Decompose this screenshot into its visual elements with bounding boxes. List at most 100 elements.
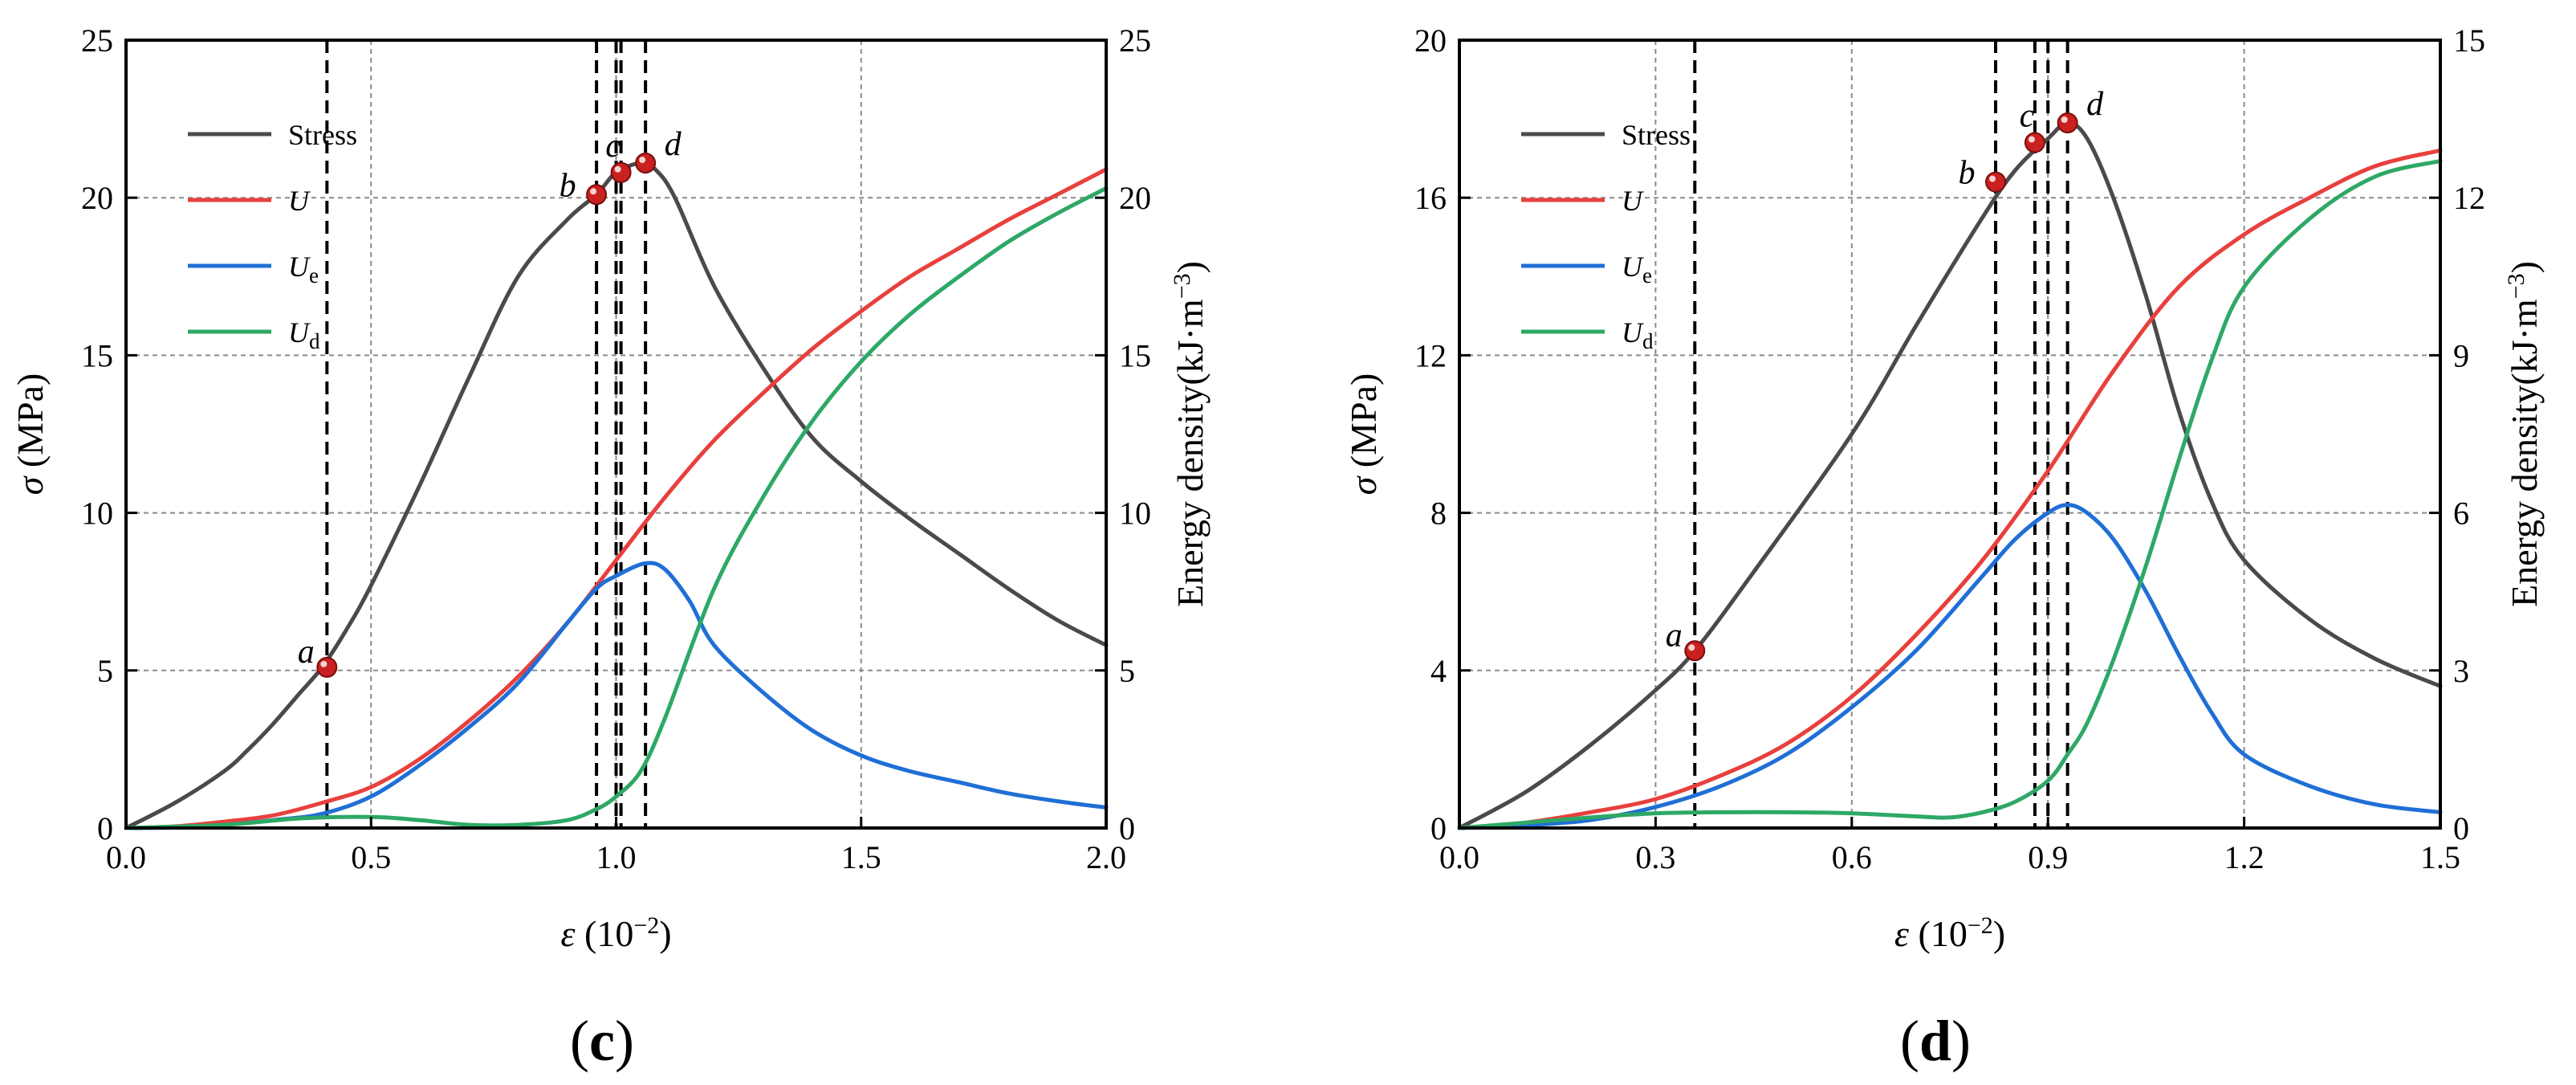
x-axis-label: ε (10−2) (560, 912, 671, 954)
y-right-tick-label: 5 (1119, 653, 1135, 689)
legend-item-u: U (188, 185, 311, 217)
marker-label-b: b (1959, 155, 1976, 192)
y-left-tick-label: 8 (1430, 496, 1447, 532)
legend-label: Ue (288, 251, 319, 288)
y-right-axis-label: Energy density(kJ·m−3) (1169, 261, 1211, 607)
marker-label-c: c (605, 128, 621, 165)
marker-highlight (614, 165, 621, 173)
y-left-axis-label: σ (MPa) (1343, 373, 1384, 496)
y-right-tick-label: 9 (2453, 337, 2469, 373)
x-tick-label: 0.3 (1635, 839, 1675, 875)
y-right-tick-label: 15 (2453, 22, 2485, 59)
x-tick-label: 0.0 (1439, 839, 1479, 875)
legend: Stress U Ue Ud (188, 119, 357, 353)
legend-label: U (288, 185, 311, 217)
x-tick-label: 0.0 (106, 839, 146, 875)
x-axis-label: ε (10−2) (1894, 912, 2005, 954)
marker-label-d: d (2086, 86, 2104, 123)
y-left-tick-label: 15 (81, 337, 113, 373)
series-line-ud (1457, 158, 2443, 830)
legend-item-ud: Ud (1521, 316, 1654, 353)
x-tick-label: 1.0 (596, 839, 637, 875)
x-tick-label: 0.9 (2028, 839, 2068, 875)
legend-item-ud: Ud (188, 316, 320, 353)
y-left-tick-label: 5 (97, 653, 113, 689)
x-tick-label: 0.5 (351, 839, 391, 875)
y-right-tick-label: 15 (1119, 337, 1151, 373)
series-line-u (124, 167, 1109, 830)
y-right-tick-label: 25 (1119, 22, 1151, 59)
y-left-axis-label: σ (MPa) (10, 373, 51, 496)
x-tick-label: 2.0 (1086, 839, 1126, 875)
legend-item-u: U (1521, 185, 1644, 217)
marker-point-a (1684, 640, 1706, 662)
y-left-tick-label: 10 (81, 496, 113, 532)
series-line-stress (1457, 120, 2443, 830)
series-line-ue (1457, 503, 2443, 830)
y-right-tick-label: 6 (2453, 496, 2469, 532)
legend-label: Stress (1622, 119, 1691, 151)
marker-highlight (590, 188, 597, 195)
panel-label: (d) (1900, 1009, 1971, 1073)
marker-label-b: b (560, 167, 576, 204)
marker-highlight (2028, 136, 2035, 143)
legend-item-stress: Stress (188, 119, 357, 151)
y-left-tick-label: 0 (97, 810, 113, 846)
markers: a bc d (298, 126, 682, 678)
y-right-tick-label: 0 (2453, 810, 2469, 846)
x-tick-label: 1.2 (2224, 839, 2265, 875)
legend-label: Ud (1622, 316, 1654, 353)
legend: Stress U Ue Ud (1521, 119, 1691, 353)
series-line-ue (124, 561, 1109, 830)
x-tick-label: 0.6 (1832, 839, 1872, 875)
marker-highlight (2061, 116, 2068, 124)
y-right-axis-label: Energy density(kJ·m−3) (2503, 261, 2545, 607)
grid (1459, 40, 2440, 828)
marker-label-d: d (665, 126, 682, 163)
marker-point-d (2057, 112, 2078, 134)
legend-item-stress: Stress (1521, 119, 1691, 151)
y-left-tick-label: 0 (1430, 810, 1447, 846)
marker-point-c (610, 161, 632, 183)
marker-point-b (1985, 171, 2007, 193)
marker-point-a (316, 656, 338, 678)
plot-frame (1458, 39, 2442, 830)
x-tick-label: 1.5 (2420, 839, 2460, 875)
markers: a b c d (1666, 86, 2104, 662)
reference-lines (325, 40, 648, 828)
legend-label: Ue (1622, 251, 1652, 288)
marker-point-c (2024, 132, 2045, 153)
marker-highlight (1688, 644, 1695, 651)
marker-highlight (1989, 175, 1996, 182)
legend-label: Stress (288, 119, 357, 151)
legend-label: Ud (288, 316, 320, 353)
series-group (1457, 120, 2443, 830)
y-left-tick-label: 20 (1414, 22, 1447, 59)
y-right-tick-label: 20 (1119, 180, 1151, 216)
x-tick-label: 1.5 (841, 839, 881, 875)
y-right-tick-label: 10 (1119, 496, 1151, 532)
marker-label-c: c (2020, 98, 2035, 135)
legend-item-ue: Ue (188, 251, 319, 288)
y-left-tick-label: 12 (1414, 337, 1447, 373)
marker-highlight (320, 660, 328, 667)
reference-lines (1693, 40, 2069, 828)
legend-label: U (1622, 185, 1644, 217)
legend-item-ue: Ue (1521, 251, 1652, 288)
marker-label-a: a (298, 634, 315, 671)
y-left-tick-label: 20 (81, 180, 113, 216)
panel-label: (c) (570, 1009, 634, 1073)
marker-point-b (586, 184, 608, 206)
marker-label-a: a (1666, 617, 1683, 654)
marker-point-d (635, 153, 657, 174)
y-right-tick-label: 3 (2453, 653, 2469, 689)
series-line-u (1457, 148, 2443, 830)
y-right-tick-label: 12 (2453, 180, 2485, 216)
marker-highlight (639, 157, 646, 164)
y-left-tick-label: 16 (1414, 180, 1447, 216)
